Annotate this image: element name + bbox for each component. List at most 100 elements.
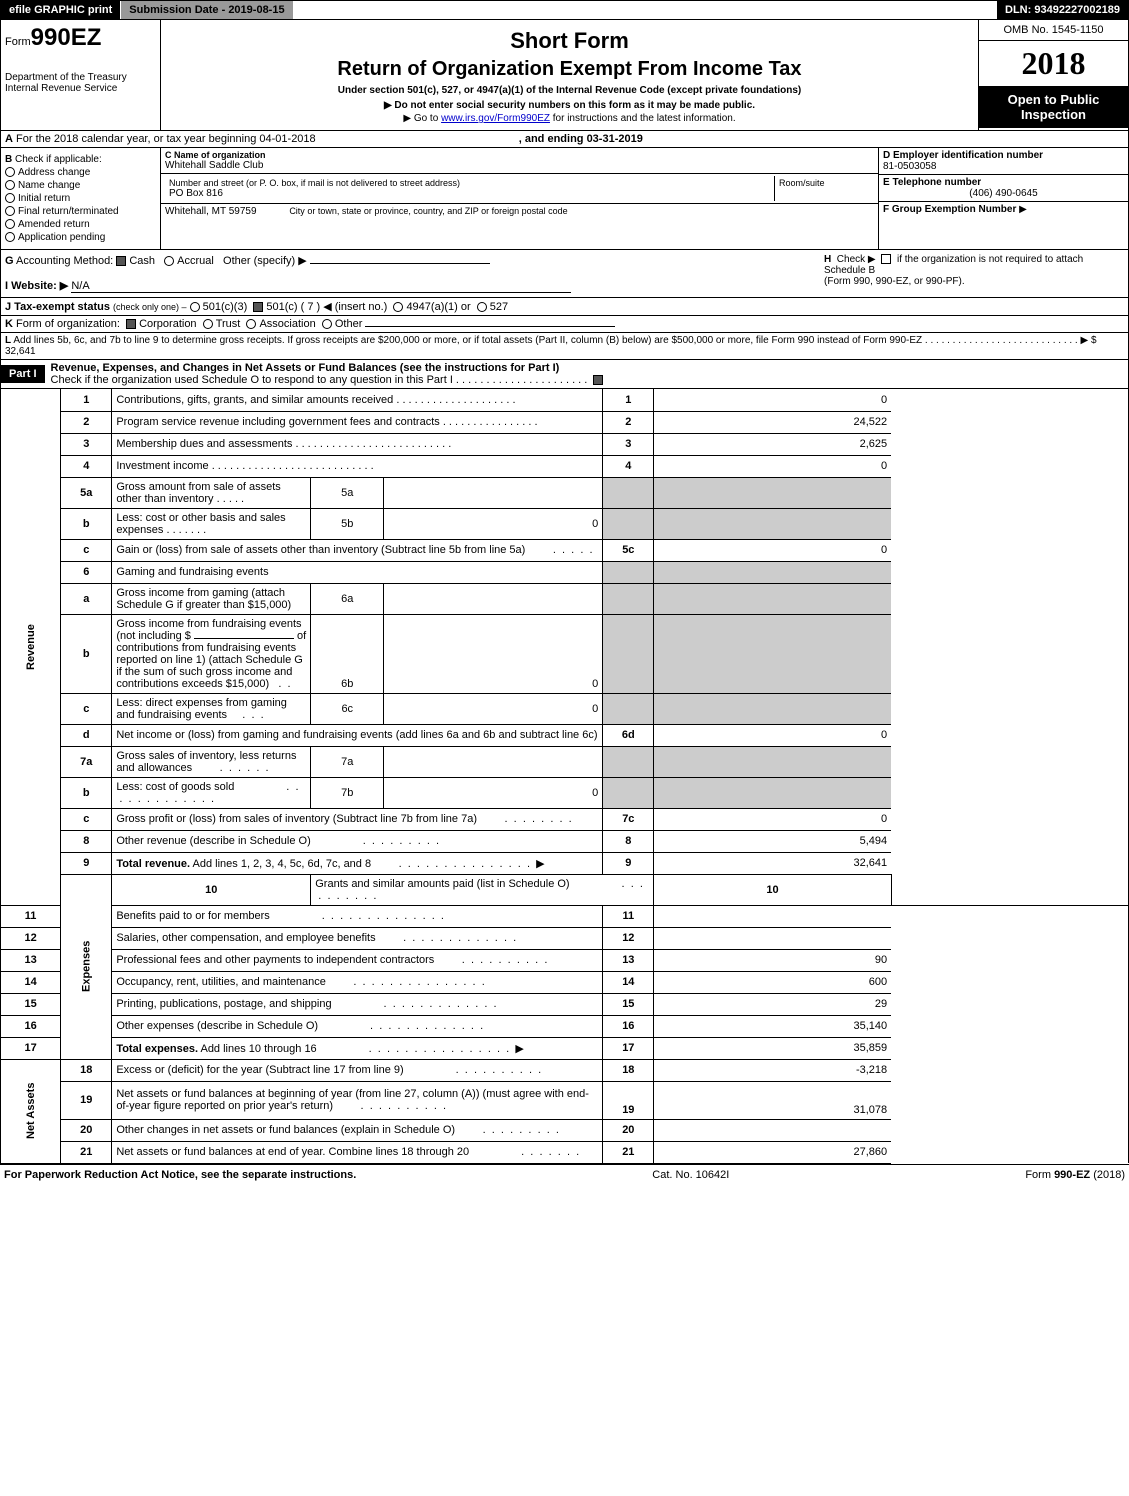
association-radio[interactable] xyxy=(246,319,256,329)
line-14-desc: Occupancy, rent, utilities, and maintena… xyxy=(112,971,603,993)
irs-link[interactable]: www.irs.gov/Form990EZ xyxy=(441,113,550,124)
line-7b-grey-val xyxy=(654,777,891,808)
org-name-label: C Name of organization xyxy=(165,150,874,160)
line-6b-desc: Gross income from fundraising events (no… xyxy=(112,614,311,693)
line-6-grey-val xyxy=(654,561,891,583)
h-label: H xyxy=(824,254,831,265)
accrual-radio[interactable] xyxy=(164,256,174,266)
part-i-title-text: Revenue, Expenses, and Changes in Net As… xyxy=(51,362,560,374)
501c3-radio[interactable] xyxy=(190,302,200,312)
line-19-desc: Net assets or fund balances at beginning… xyxy=(112,1081,603,1119)
address-change-radio[interactable] xyxy=(5,167,15,177)
line-5c-desc: Gain or (loss) from sale of assets other… xyxy=(112,539,603,561)
line-6a-desc: Gross income from gaming (attach Schedul… xyxy=(112,583,311,614)
name-change-radio[interactable] xyxy=(5,180,15,190)
street-label: Number and street (or P. O. box, if mail… xyxy=(169,178,770,188)
note-ssn: ▶ Do not enter social security numbers o… xyxy=(165,100,974,111)
line-7b-desc: Less: cost of goods sold . . . . . . . .… xyxy=(112,777,311,808)
line-a: A For the 2018 calendar year, or tax yea… xyxy=(0,131,1129,148)
line-6b-subval: 0 xyxy=(384,614,603,693)
line-7a-grey xyxy=(603,746,654,777)
line-20-num: 20 xyxy=(61,1119,112,1141)
city-label: City or town, state or province, country… xyxy=(289,206,567,216)
irs-label: Internal Revenue Service xyxy=(5,83,156,94)
row-6d: d Net income or (loss) from gaming and f… xyxy=(1,724,1129,746)
line-8-linenum: 8 xyxy=(603,830,654,852)
line-5c-linenum: 5c xyxy=(603,539,654,561)
row-5b: b Less: cost or other basis and sales ex… xyxy=(1,508,1129,539)
ein-row: D Employer identification number 81-0503… xyxy=(879,148,1128,175)
col-def: D Employer identification number 81-0503… xyxy=(878,148,1128,249)
line-a-label: A xyxy=(5,133,13,145)
line-6b-grey-val xyxy=(654,614,891,693)
line-3-num: 3 xyxy=(61,433,112,455)
row-6c: c Less: direct expenses from gaming and … xyxy=(1,693,1129,724)
accounting-method-row: G Accounting Method: Cash Accrual Other … xyxy=(5,254,824,267)
amended-return-radio[interactable] xyxy=(5,219,15,229)
section-j: J Tax-exempt status (check only one) – 5… xyxy=(0,298,1129,316)
main-table: Revenue 1 Contributions, gifts, grants, … xyxy=(0,389,1129,1164)
row-5c: c Gain or (loss) from sale of assets oth… xyxy=(1,539,1129,561)
line-13-val: 90 xyxy=(654,949,891,971)
col-b-label: B xyxy=(5,154,12,165)
main-title: Return of Organization Exempt From Incom… xyxy=(165,58,974,81)
row-16: 16 Other expenses (describe in Schedule … xyxy=(1,1015,1129,1037)
line-2-linenum: 2 xyxy=(603,411,654,433)
trust-label: Trust xyxy=(216,318,241,330)
group-exemption-label: F Group Exemption Number xyxy=(883,204,1016,215)
line-7a-sub: 7a xyxy=(311,746,384,777)
org-name-value: Whitehall Saddle Club xyxy=(165,160,874,171)
final-return-label: Final return/terminated xyxy=(18,206,119,217)
line-4-val: 0 xyxy=(654,455,891,477)
initial-return-radio[interactable] xyxy=(5,193,15,203)
footer-left: For Paperwork Reduction Act Notice, see … xyxy=(4,1169,356,1181)
line-4-desc: Investment income . . . . . . . . . . . … xyxy=(112,455,603,477)
line-5a-sub: 5a xyxy=(311,477,384,508)
accrual-label: Accrual xyxy=(177,255,214,267)
efile-print-button[interactable]: efile GRAPHIC print xyxy=(1,1,121,19)
line-6b-blank xyxy=(194,638,294,639)
website-label: I Website: ▶ xyxy=(5,280,68,292)
revenue-vertical-label: Revenue xyxy=(1,389,61,905)
527-radio[interactable] xyxy=(477,302,487,312)
corporation-checkbox[interactable] xyxy=(126,319,136,329)
4947-label: 4947(a)(1) or xyxy=(406,301,470,313)
line-6-num: 6 xyxy=(61,561,112,583)
501c-checkbox[interactable] xyxy=(253,302,263,312)
line-7b-grey xyxy=(603,777,654,808)
trust-radio[interactable] xyxy=(203,319,213,329)
l-text: Add lines 5b, 6c, and 7b to line 9 to de… xyxy=(13,335,922,346)
line-6c-grey-val xyxy=(654,693,891,724)
short-form-title: Short Form xyxy=(165,28,974,54)
line-6b-grey xyxy=(603,614,654,693)
part-i-check-note: Check if the organization used Schedule … xyxy=(51,374,453,386)
row-20: 20 Other changes in net assets or fund b… xyxy=(1,1119,1129,1141)
room-label: Room/suite xyxy=(779,178,870,188)
schedule-b-checkbox[interactable] xyxy=(881,254,891,264)
final-return-radio[interactable] xyxy=(5,206,15,216)
4947-radio[interactable] xyxy=(393,302,403,312)
schedule-o-checkbox[interactable] xyxy=(593,375,603,385)
line-7c-linenum: 7c xyxy=(603,808,654,830)
row-19: 19 Net assets or fund balances at beginn… xyxy=(1,1081,1129,1119)
line-1-linenum: 1 xyxy=(603,389,654,411)
line-6a-subval xyxy=(384,583,603,614)
line-20-desc: Other changes in net assets or fund bala… xyxy=(112,1119,603,1141)
row-17: 17 Total expenses. Add lines 10 through … xyxy=(1,1037,1129,1059)
line-11-desc: Benefits paid to or for members . . . . … xyxy=(112,905,603,927)
row-7c: c Gross profit or (loss) from sales of i… xyxy=(1,808,1129,830)
note2-post: for instructions and the latest informat… xyxy=(550,113,736,124)
line-6c-num: c xyxy=(61,693,112,724)
group-exemption-arrow: ▶ xyxy=(1019,204,1027,215)
row-7a: 7a Gross sales of inventory, less return… xyxy=(1,746,1129,777)
cash-checkbox[interactable] xyxy=(116,256,126,266)
form-prefix: Form xyxy=(5,36,31,48)
line-21-num: 21 xyxy=(61,1141,112,1163)
row-13: 13 Professional fees and other payments … xyxy=(1,949,1129,971)
other-specify-label: Other (specify) ▶ xyxy=(223,255,307,267)
other-org-radio[interactable] xyxy=(322,319,332,329)
line-15-linenum: 15 xyxy=(603,993,654,1015)
line-6b-num: b xyxy=(61,614,112,693)
section-k: K Form of organization: Corporation Trus… xyxy=(0,316,1129,333)
application-pending-radio[interactable] xyxy=(5,232,15,242)
